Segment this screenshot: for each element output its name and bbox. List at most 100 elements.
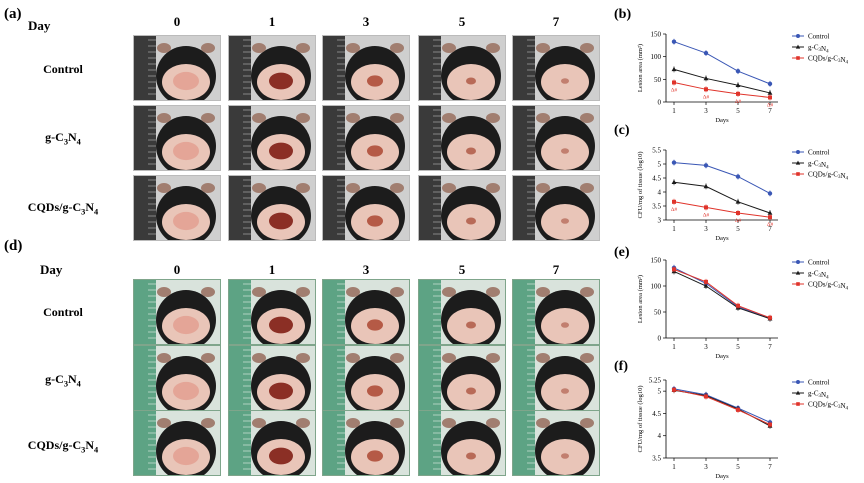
chart-e-ytick-label: 100 [651,283,662,291]
chart-e-xtick-label: 1 [672,343,676,351]
panel-d-day-header: Day [40,262,63,277]
chart-c-xtick-label: 3 [704,225,708,233]
chart-c-series-1-point [767,210,773,215]
chart-f-xtick-label: 3 [704,463,708,471]
chart-e-series-2-point [768,315,772,320]
chart-b-ytick-label: 50 [654,76,662,84]
chart-c: (c) 3 3.5 4 4.5 5 5.5 1 3 5 7 Days CFU/mg of tissue … [610,122,860,242]
wound-photo-row0-day5 [418,35,506,101]
chart-b-svg: (b) 0 50 100 150 1 3 5 7 Days Lesion area (mm²) Δ# Δ… [614,7,849,124]
chart-f-xtick-label: 5 [736,463,740,471]
chart-b-legend-marker-0 [796,34,800,38]
wound-photo-row2-day1 [228,175,316,241]
chart-e: (e) 0 50 100 150 1 3 5 7 Days Lesion area (mm²) Con… [610,244,860,360]
chart-f-xtick-label: 1 [672,463,676,471]
chart-c-legend-label-0: Control [808,149,829,157]
chart-c-series-2-line [673,201,771,218]
chart-f-ytick-label: 4.5 [652,410,661,418]
chart-b-annotation: Δ# [671,88,678,94]
chart-b-legend-marker-2 [796,56,800,60]
chart-b-series-1-point [703,75,709,81]
panel-d-row-label-1: g-C3N4 [45,372,81,389]
wound-photo-row2-day0 [133,410,221,476]
chart-f-legend-marker-2 [796,402,800,406]
wound-photo-row0-day1 [228,35,316,101]
chart-b-series-2-point [736,91,740,96]
chart-c-legend-marker-0 [796,150,800,154]
wound-photo-row2-day5 [418,175,506,241]
wound-photo-row1-day0 [133,105,221,171]
panel-a-day-1-header: 1 [268,14,276,29]
chart-c-series-1-line [673,181,771,214]
chart-b-series-1-point [735,82,741,88]
wound-photo-row0-day1 [228,279,316,345]
chart-e-legend-marker-0 [796,260,800,264]
chart-c-ytick-label: 5 [658,161,662,169]
chart-f-panel-label: (f) [614,359,628,374]
chart-f-xtick-label: 7 [768,463,772,471]
chart-b-legend-label-0: Control [808,33,829,41]
panel-a-day-5-header: 5 [458,14,466,29]
chart-b-series-0-point [735,68,741,74]
chart-e-ylabel: Lesion area (mm²) [637,275,644,323]
chart-e-legend-label-2: CQDs/g-C3N4 [808,281,849,292]
chart-c-legend-marker-1 [795,160,801,165]
chart-f: (f) 3.5 4 4.5 5 5.25 1 3 5 7 Days CFU/mg of tissue … [610,358,860,480]
wound-photo-row2-day3 [322,410,410,476]
chart-c-annotation: Δ# [671,207,678,213]
chart-f-series-2-point [768,422,772,427]
wound-photo-row1-day3 [322,345,410,411]
chart-c-series-0-point [767,191,773,196]
chart-b-xtick-label: 1 [672,107,676,115]
chart-c-series-1-point [671,179,677,184]
chart-e-series-2-point [672,267,676,272]
wound-photo-row0-day0 [133,35,221,101]
panel-a-label: (a) [4,6,22,22]
chart-c-series-2-point [736,211,740,215]
chart-c-ytick-label: 3.5 [652,203,661,211]
wound-photo-row1-day5 [418,105,506,171]
panel-a-row-label-1: g-C3N4 [45,130,81,147]
chart-b-series-0-line [673,41,771,85]
chart-b-series-1-point [671,66,677,72]
chart-c-annotation: Δ# [767,222,774,228]
chart-b-series-2-point [768,95,772,100]
chart-f-series-2-line [673,389,771,426]
chart-e-xtick-label: 7 [768,343,772,351]
chart-f-ytick-label: 3.5 [652,455,661,463]
chart-b-series-2-point [672,80,676,85]
chart-f-legend-label-2: CQDs/g-C3N4 [808,401,849,412]
chart-c-ylabel: CFU/mg of tissue (log10) [637,152,644,219]
panel-d-day-1-header: 1 [268,262,276,277]
chart-b-xlabel: Days [715,117,729,124]
chart-b-legend-marker-1 [795,44,801,49]
chart-c-ytick-label: 4 [658,189,662,197]
wound-photo-row1-day7 [512,105,600,171]
panel-a-day-header: Day [28,18,51,33]
wound-photo-row2-day0 [133,175,221,241]
chart-e-legend-marker-1 [795,270,801,275]
chart-e-series-1-line [673,270,771,320]
panel-a-day-0-header: 0 [173,14,181,29]
chart-b-series-0-point [671,39,677,44]
chart-b-annotation: Δ# [767,102,774,108]
chart-e-xtick-label: 3 [704,343,708,351]
chart-c-xtick-label: 7 [768,225,772,233]
chart-c-series-2-point [672,199,676,204]
chart-b-series-1-line [673,68,771,94]
chart-e-series-2-line [673,268,771,319]
chart-c-svg: (c) 3 3.5 4 4.5 5 5.5 1 3 5 7 Days CFU/mg of tissue … [614,123,849,242]
panel-d-row-label-2: CQDs/g-C3N4 [27,438,99,455]
chart-c-series-0-line [673,162,771,194]
chart-f-series-0-line [673,388,771,423]
chart-f-xlabel: Days [715,473,729,480]
chart-f-legend-marker-1 [795,390,801,395]
panel-d-day-0-header: 0 [173,262,181,277]
chart-e-xlabel: Days [715,353,729,360]
chart-c-xtick-label: 1 [672,225,676,233]
chart-b-ylabel: Lesion area (mm²) [637,44,644,92]
panel-a-day-7-header: 7 [552,14,560,29]
chart-e-legend-label-0: Control [808,259,829,267]
wound-photo-row0-day7 [512,35,600,101]
chart-b-series-0-point [703,50,709,56]
